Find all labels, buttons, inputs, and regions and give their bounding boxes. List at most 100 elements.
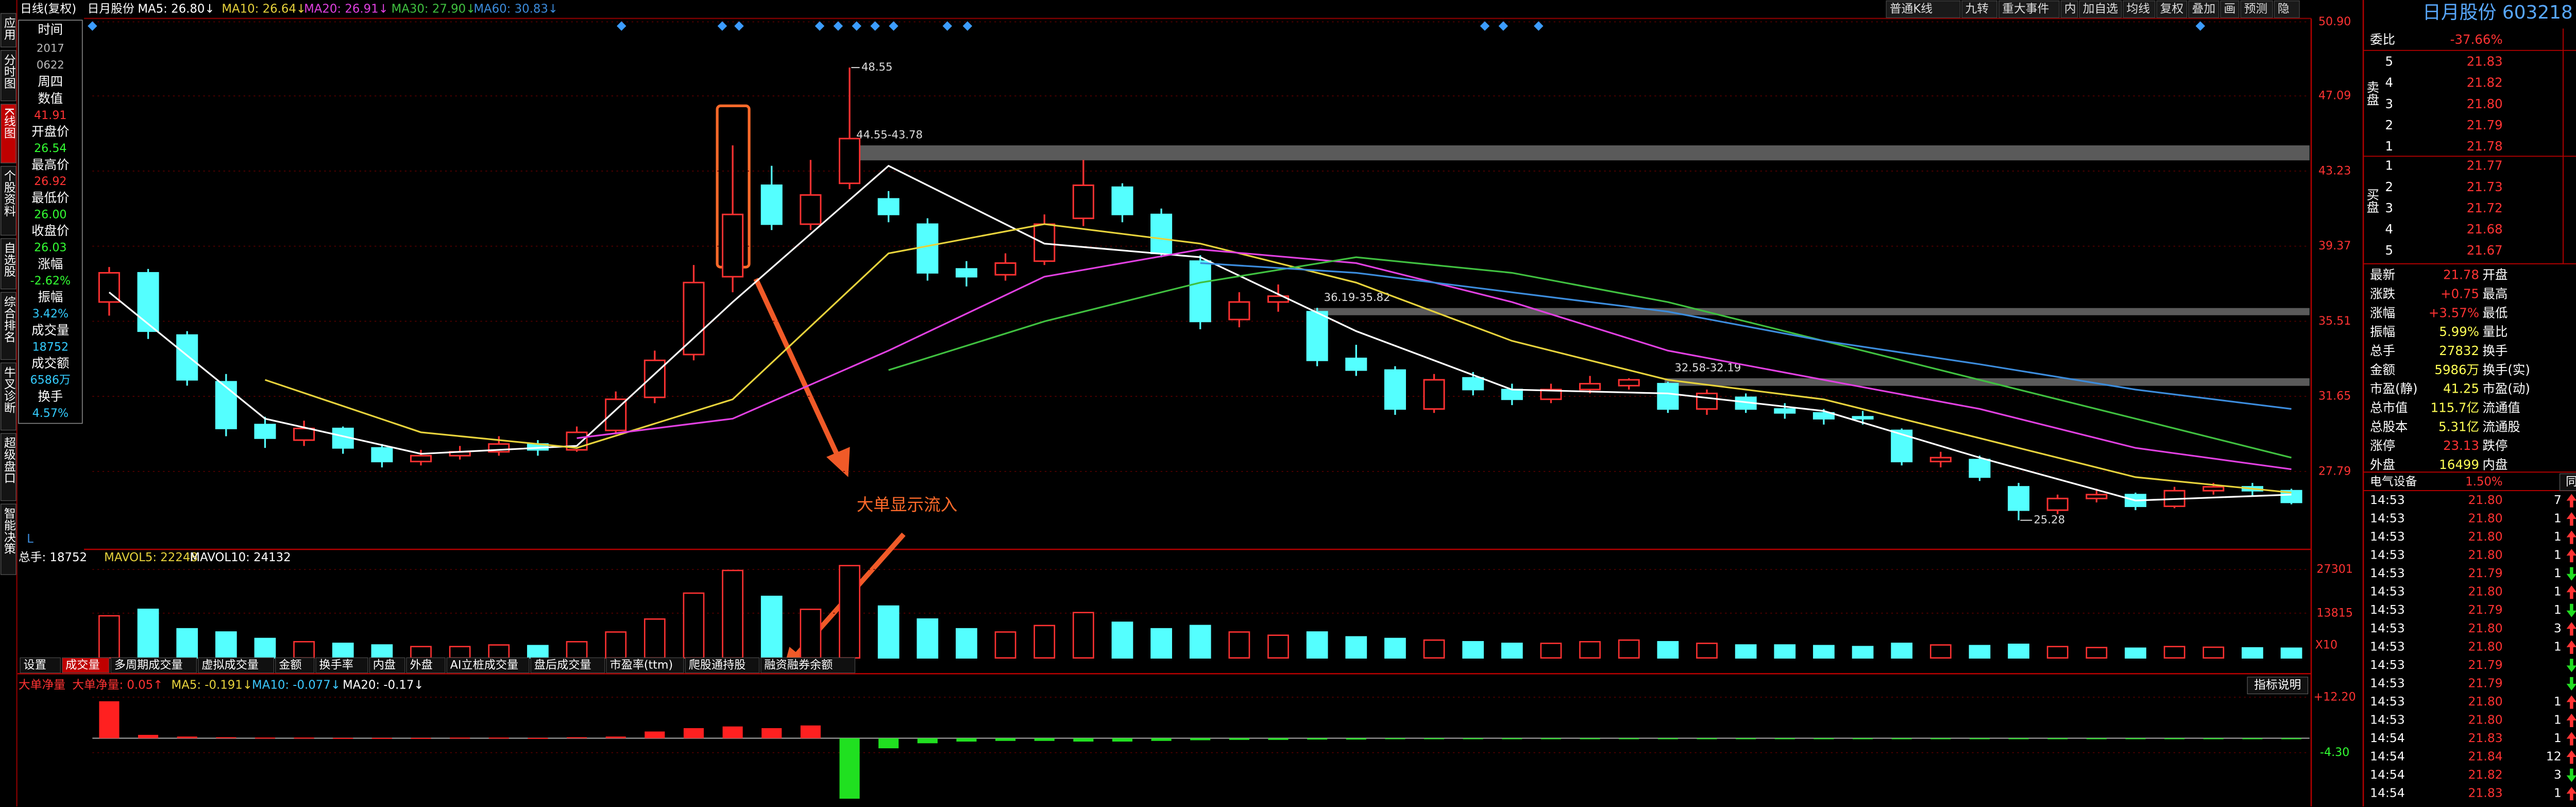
volume-bar	[98, 615, 120, 659]
toolbar-button[interactable]	[2079, 0, 2122, 18]
toolbar-label[interactable]: 普通K线	[1890, 2, 1933, 15]
sidebar-tab[interactable]	[0, 503, 16, 575]
toolbar-label[interactable]: 加自选	[2083, 2, 2119, 15]
indicator-tab[interactable]	[406, 657, 446, 674]
volume-bar	[215, 631, 237, 659]
toolbar-button[interactable]	[2123, 0, 2156, 18]
volume-bar	[1501, 643, 1523, 659]
toolbar-label[interactable]: 内	[2064, 2, 2076, 15]
indicator-tab-label[interactable]: 融资融券余额	[764, 659, 833, 672]
sidebar-tab-label[interactable]: 分时图	[2, 54, 15, 89]
toolbar-button[interactable]	[2240, 0, 2273, 18]
sidebar-tab[interactable]	[0, 292, 16, 360]
signal-marker	[617, 21, 626, 31]
book-level: 2	[2385, 117, 2393, 132]
toolbar-button[interactable]	[1998, 0, 2060, 18]
sidebar-tab[interactable]	[0, 104, 16, 163]
sidebar-tab-label[interactable]: 综合排名	[2, 296, 15, 343]
indicator-tab[interactable]	[275, 657, 315, 674]
volume-bar	[722, 569, 743, 659]
info-label: 振幅	[38, 290, 63, 305]
net-bar	[1073, 738, 1094, 742]
candle-body	[1111, 186, 1133, 215]
compare-label[interactable]: 同行业比较	[2566, 475, 2576, 489]
sidebar-tab[interactable]	[0, 50, 16, 102]
indicator-tab-label[interactable]: 内盘	[373, 659, 396, 672]
indicator-tab[interactable]	[530, 657, 605, 674]
toolbar-button[interactable]	[1961, 0, 1998, 18]
volume-bar	[1735, 644, 1757, 659]
toolbar-label[interactable]: 复权	[2160, 2, 2184, 15]
indicator-tab[interactable]	[369, 657, 405, 674]
volume-bar	[1228, 631, 1250, 659]
tick-arrow	[2566, 549, 2576, 563]
stat-label: 总手	[2370, 343, 2395, 358]
sidebar-tab[interactable]	[0, 362, 16, 431]
candle-body	[410, 455, 432, 463]
tick-time: 14:53	[2370, 529, 2405, 544]
indicator-tab-label[interactable]: 设置	[24, 659, 46, 672]
toolbar-label[interactable]: 九转	[1965, 2, 1989, 15]
indicator-tab[interactable]	[685, 657, 760, 674]
book-side-label: 买盘	[2365, 188, 2380, 213]
compare-button[interactable]	[2559, 473, 2576, 491]
indicator-tab[interactable]	[760, 657, 856, 674]
ratio-label: 委比	[2370, 32, 2395, 47]
tick-time: 14:53	[2370, 566, 2405, 580]
toolbar-button[interactable]	[2060, 0, 2078, 18]
stock-name: 日月股份	[88, 2, 134, 15]
sidebar-tab-label[interactable]: 牛叉诊断	[2, 366, 15, 414]
toolbar-button[interactable]	[2274, 0, 2300, 18]
net-bar	[917, 738, 938, 744]
toolbar-button[interactable]	[1886, 0, 1961, 18]
toolbar-label[interactable]: 预测	[2244, 2, 2268, 15]
toolbar-label[interactable]: 重大事件	[2002, 2, 2049, 15]
indicator-tab-label[interactable]: 外盘	[410, 659, 432, 672]
sidebar-tab-label[interactable]: 应用	[2, 17, 15, 41]
toolbar-label[interactable]: 叠加	[2192, 2, 2216, 15]
sidebar-tab[interactable]	[0, 13, 16, 47]
sidebar-tab-label[interactable]: 自选股	[2, 242, 15, 277]
tick-time: 14:53	[2370, 548, 2405, 562]
help-button[interactable]	[2247, 677, 2309, 695]
indicator-tab[interactable]	[110, 657, 197, 674]
toolbar-button[interactable]	[2220, 0, 2240, 18]
sidebar-tab-label[interactable]: 超级盘口	[2, 437, 15, 484]
sidebar-tab-label[interactable]: K线图	[2, 108, 15, 139]
price-band	[1314, 308, 2310, 315]
indicator-tab-label[interactable]: AI立桩成交量	[450, 659, 518, 672]
tick-arrow	[2566, 659, 2576, 672]
toolbar-label[interactable]: 隐	[2278, 2, 2290, 15]
indicator-tab-label[interactable]: 市盈率(ttm)	[609, 659, 673, 672]
sidebar-tab[interactable]	[0, 433, 16, 501]
toolbar-label[interactable]: 均线	[2126, 2, 2150, 15]
sidebar-tab-label[interactable]: 智能决策	[2, 508, 15, 555]
indicator-tab-label[interactable]: 爬股通持股	[689, 659, 746, 672]
volume-bar	[2086, 647, 2108, 659]
indicator-tab[interactable]	[61, 657, 110, 674]
indicator-tab-label[interactable]: 金额	[279, 659, 301, 672]
help-label[interactable]: 指标说明	[2254, 679, 2301, 692]
indicator-tab[interactable]	[20, 657, 61, 674]
sidebar-tab-label[interactable]: 个股资料	[2, 170, 15, 217]
book-price: 21.68	[2467, 222, 2503, 237]
sidebar-tab[interactable]	[0, 166, 16, 236]
indicator-tab-label[interactable]: 换手率	[319, 659, 353, 672]
toolbar-label[interactable]: 画	[2224, 2, 2236, 15]
y-tick-label: 39.37	[2318, 239, 2351, 253]
toolbar-button[interactable]	[2156, 0, 2188, 18]
toolbar-button[interactable]	[2188, 0, 2219, 18]
indicator-tab-label[interactable]: 多周期成交量	[114, 659, 183, 672]
stat-label: 最低	[2483, 305, 2508, 320]
sidebar-tab[interactable]	[0, 238, 16, 290]
indicator-tab[interactable]	[315, 657, 368, 674]
volume-bar	[2008, 643, 2029, 659]
indicator-tab[interactable]	[446, 657, 530, 674]
net-bar	[1891, 738, 1912, 739]
indicator-tab-label[interactable]: 成交量	[65, 659, 99, 672]
indicator-tab-label[interactable]: 盘后成交量	[534, 659, 591, 672]
indicator-tab-label[interactable]: 虚拟成交量	[201, 659, 259, 672]
indicator-tab[interactable]	[606, 657, 684, 674]
y-tick-label: 27.79	[2318, 464, 2351, 478]
indicator-tab[interactable]	[198, 657, 275, 674]
